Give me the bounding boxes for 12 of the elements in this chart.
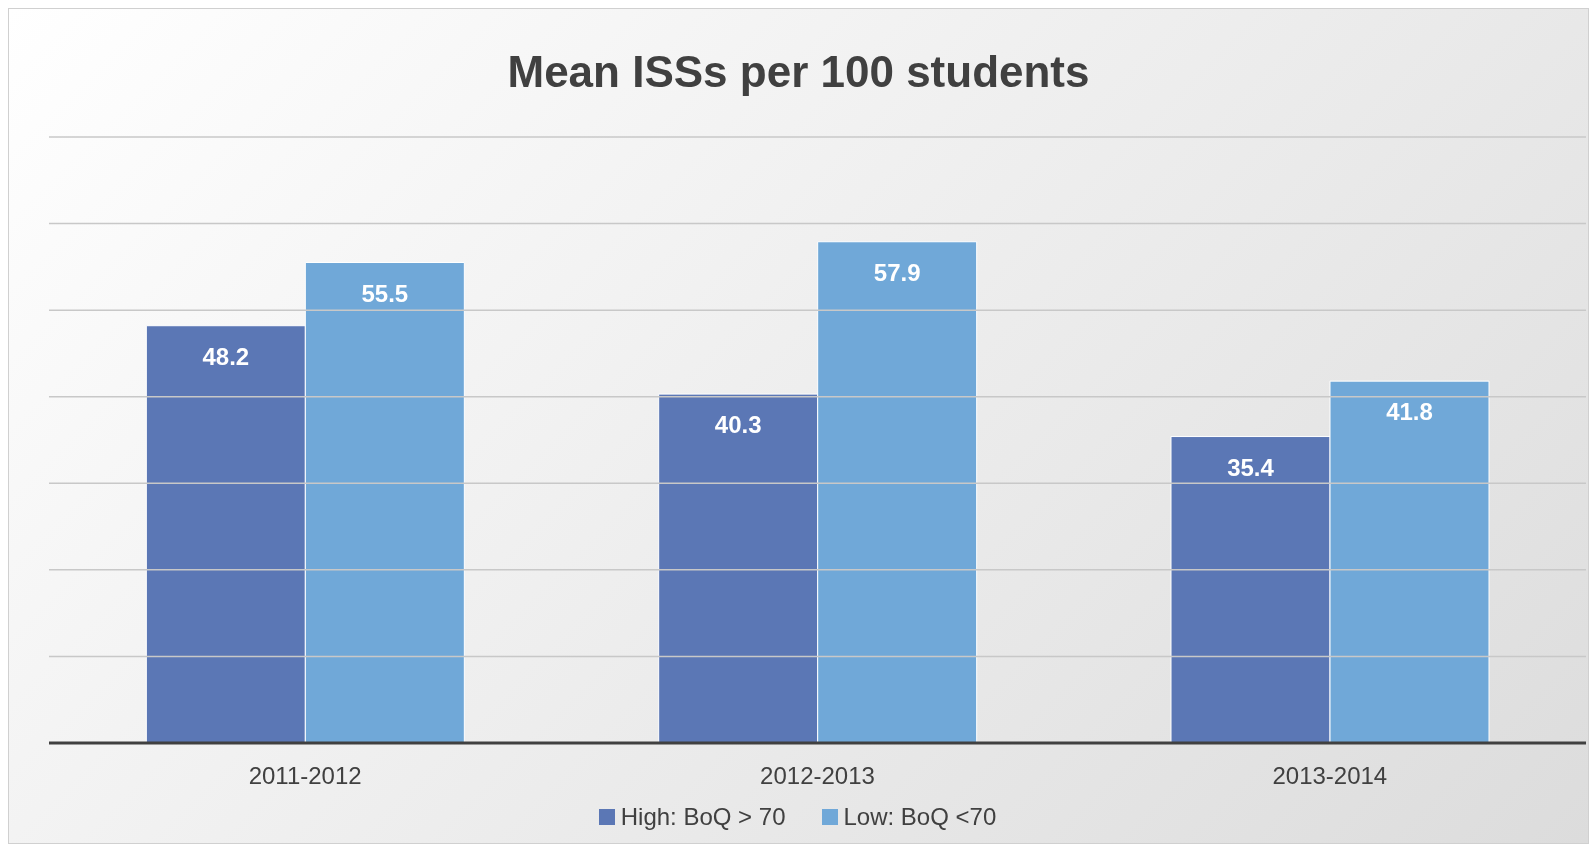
x-tick-label: 2011-2012 (248, 762, 362, 790)
text: Low: BoQ <70 (843, 803, 997, 831)
data-label: 40.3 (714, 411, 762, 439)
x-tick-label: 2013-2014 (1272, 762, 1388, 790)
x-tick-label: 2012-2013 (760, 762, 875, 790)
data-label: 35.4 (1227, 453, 1275, 481)
data-label: 41.8 (1386, 398, 1433, 426)
data-label: 57.9 (873, 258, 921, 286)
chart-title: Mean ISSs per 100 students (506, 46, 1091, 98)
data-label: 55.5 (361, 279, 409, 307)
data-label: 48.2 (202, 342, 250, 370)
legend-label: High: BoQ > 70 (620, 803, 786, 831)
